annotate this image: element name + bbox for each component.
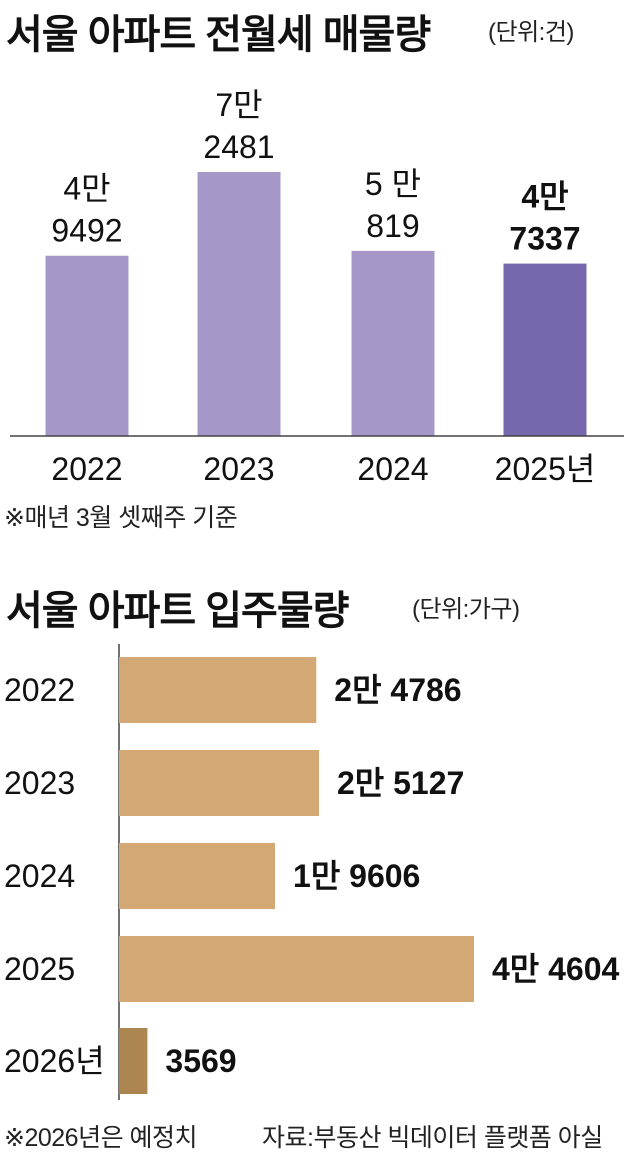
data-label: 7만 — [215, 87, 262, 123]
data-label: 4만 — [63, 171, 110, 207]
category-label: 2023 — [203, 451, 274, 487]
data-label: 4만 — [521, 179, 568, 215]
bar-2022 — [119, 657, 317, 723]
data-label: 7337 — [509, 221, 580, 257]
chart2-svg: 2022 2만 4786 2023 2만 5127 2024 1만 9606 2025 4만 … — [4, 644, 620, 1100]
chart2-source: 자료:부동산 빅데이터 플랫폼 아실 — [262, 1124, 603, 1152]
bar-2023 — [119, 750, 319, 816]
category-label: 2022 — [51, 451, 122, 487]
category-label: 2024 — [357, 451, 428, 487]
chart2-title: 서울 아파트 입주물량 — [6, 589, 349, 633]
data-label: 3569 — [165, 1043, 236, 1079]
bar-2024 — [351, 250, 435, 436]
chart1-note: ※매년 3월 셋째주 기준 — [4, 504, 238, 532]
bar-2022 — [45, 255, 129, 436]
category-label: 2025 — [4, 951, 75, 987]
category-label: 2023 — [4, 765, 75, 801]
category-label: 2025년 — [495, 451, 596, 487]
chart1-title: 서울 아파트 전월세 매물량 — [6, 13, 431, 57]
data-label: 5 만 — [365, 166, 421, 202]
data-label: 2만 4786 — [334, 672, 461, 708]
bar-2024 — [119, 843, 276, 909]
bar-2025 — [119, 936, 474, 1002]
category-label: 2024 — [4, 858, 75, 894]
data-label: 819 — [366, 208, 419, 244]
category-label: 2022 — [4, 672, 75, 708]
bar-2026년 — [119, 1028, 148, 1094]
chart2-unit: (단위:가구) — [412, 596, 520, 623]
bar-2025년 — [503, 263, 587, 436]
data-label: 4만 4604 — [492, 951, 620, 987]
category-label: 2026년 — [4, 1043, 105, 1079]
bar-2023 — [197, 172, 281, 436]
chart2-note: ※2026년은 예정치 — [4, 1124, 198, 1152]
data-label: 1만 9606 — [293, 858, 420, 894]
chart1-unit: (단위:건) — [488, 19, 574, 46]
data-label: 2481 — [203, 129, 274, 165]
data-label: 9492 — [51, 213, 122, 249]
chart1-svg: 4만 9492 2022 7만 2481 2023 5 만 819 2024 4만 7337 2025… — [10, 87, 624, 487]
data-label: 2만 5127 — [337, 765, 464, 801]
